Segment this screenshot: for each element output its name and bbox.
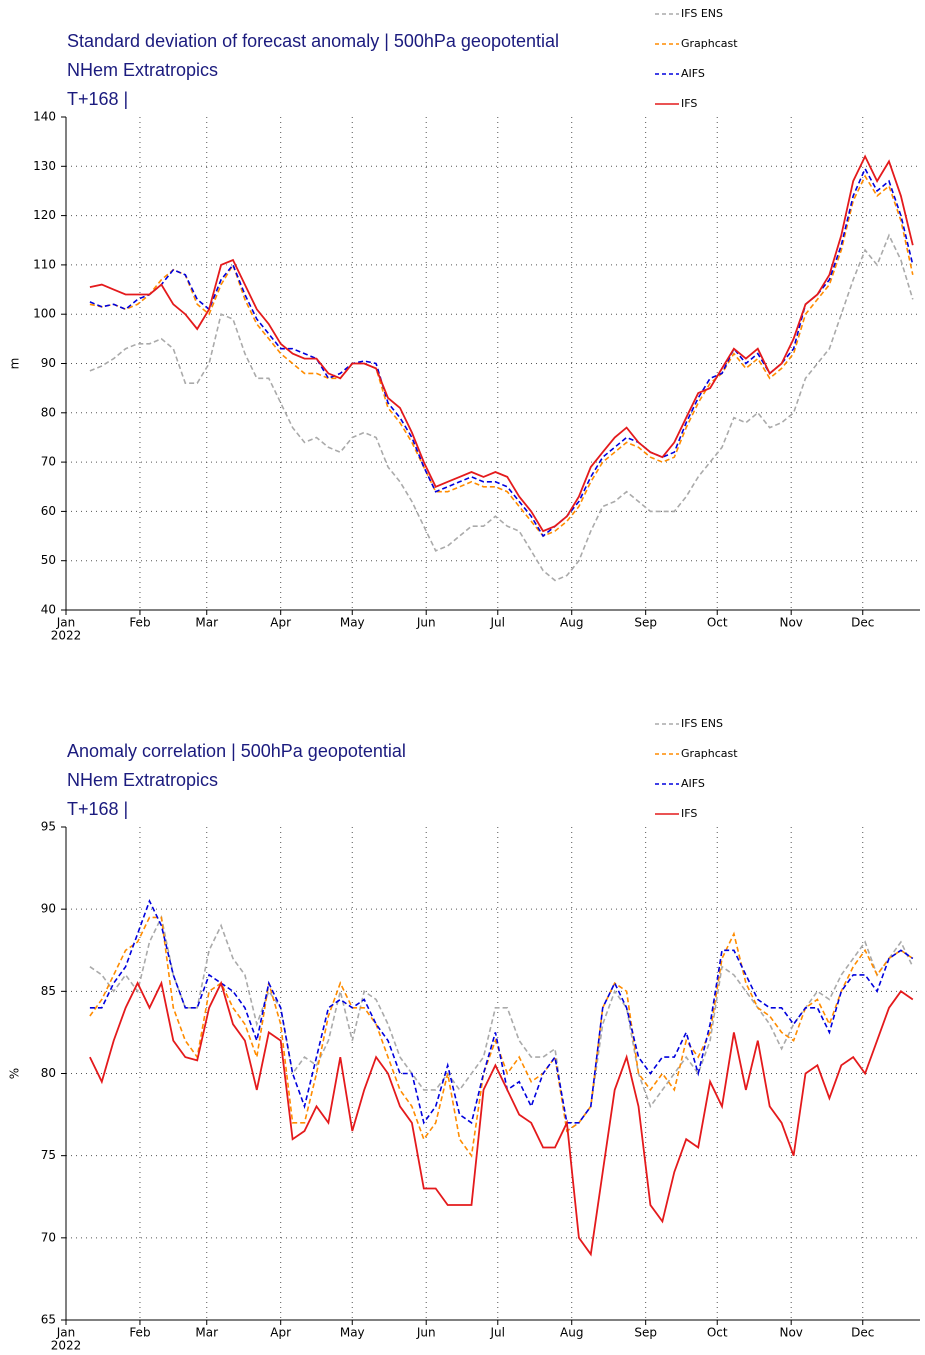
y-tick-label: 50	[41, 553, 56, 567]
x-tick-label: Mar	[195, 1326, 218, 1340]
chart-title: Anomaly correlation | 500hPa geopotentia…	[67, 741, 406, 761]
x-tick-label: Mar	[195, 616, 218, 630]
x-year-label: 2022	[51, 629, 82, 643]
x-tick-label: Feb	[129, 616, 150, 630]
x-tick-label: Jan	[56, 616, 76, 630]
y-tick-label: 100	[33, 307, 56, 321]
y-tick-label: 60	[41, 504, 56, 518]
chart-title: NHem Extratropics	[67, 770, 218, 790]
y-tick-label: 40	[41, 603, 56, 617]
x-tick-label: Jun	[416, 616, 436, 630]
x-tick-label: Sep	[634, 1326, 657, 1340]
x-tick-label: Oct	[707, 1326, 728, 1340]
y-tick-label: 65	[41, 1313, 56, 1327]
y-tick-label: 90	[41, 356, 56, 370]
line-series	[89, 166, 914, 538]
x-tick-label: Sep	[634, 616, 657, 630]
line-series	[89, 174, 914, 537]
x-tick-label: Aug	[560, 616, 583, 630]
legend-label: Graphcast	[681, 747, 738, 760]
x-tick-label: Nov	[779, 616, 802, 630]
x-tick-label: Dec	[851, 1326, 874, 1340]
x-tick-label: May	[340, 616, 365, 630]
chart-title: T+168 |	[67, 799, 128, 819]
line-series	[89, 154, 914, 533]
x-year-label: 2022	[51, 1339, 82, 1353]
legend-label: AIFS	[681, 777, 705, 790]
x-tick-label: Jul	[490, 616, 505, 630]
chart: Anomaly correlation | 500hPa geopotentia…	[8, 717, 920, 1353]
y-tick-label: 130	[33, 159, 56, 173]
x-tick-label: Aug	[560, 1326, 583, 1340]
y-axis-label: m	[8, 358, 22, 370]
line-series	[89, 898, 914, 1125]
y-axis-label: %	[8, 1068, 22, 1079]
x-tick-label: Nov	[779, 1326, 802, 1340]
y-tick-label: 140	[33, 110, 56, 124]
line-series	[89, 980, 914, 1257]
y-tick-label: 120	[33, 208, 56, 222]
x-tick-label: Apr	[270, 1326, 291, 1340]
x-tick-label: Jul	[490, 1326, 505, 1340]
y-tick-label: 110	[33, 257, 56, 271]
x-tick-label: Oct	[707, 616, 728, 630]
x-tick-label: Jun	[416, 1326, 436, 1340]
x-tick-label: Dec	[851, 616, 874, 630]
chart-title: T+168 |	[67, 89, 128, 109]
x-tick-label: Jan	[56, 1326, 76, 1340]
chart-title: NHem Extratropics	[67, 60, 218, 80]
legend-label: Graphcast	[681, 37, 738, 50]
y-tick-label: 90	[41, 902, 56, 916]
y-tick-label: 95	[41, 820, 56, 834]
legend-label: IFS ENS	[681, 717, 723, 730]
chart: Standard deviation of forecast anomaly |…	[8, 7, 920, 643]
y-tick-label: 80	[41, 405, 56, 419]
line-series	[89, 916, 914, 1158]
legend-label: IFS	[681, 97, 697, 110]
y-tick-label: 75	[41, 1148, 56, 1162]
legend-label: IFS	[681, 807, 697, 820]
x-tick-label: Apr	[270, 616, 291, 630]
y-tick-label: 80	[41, 1066, 56, 1080]
y-tick-label: 85	[41, 984, 56, 998]
x-tick-label: Feb	[129, 1326, 150, 1340]
legend-label: IFS ENS	[681, 7, 723, 20]
line-series	[89, 914, 914, 1133]
x-tick-label: May	[340, 1326, 365, 1340]
line-series	[89, 233, 914, 582]
chart-title: Standard deviation of forecast anomaly |…	[67, 31, 559, 51]
y-tick-label: 70	[41, 455, 56, 469]
legend-label: AIFS	[681, 67, 705, 80]
y-tick-label: 70	[41, 1230, 56, 1244]
